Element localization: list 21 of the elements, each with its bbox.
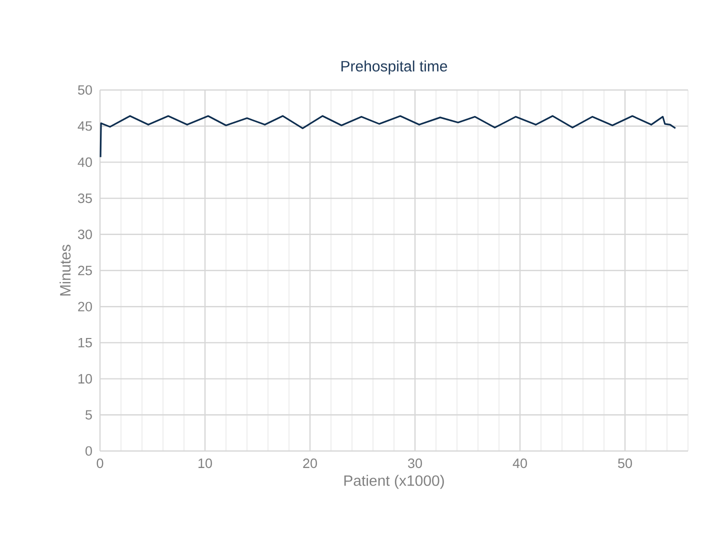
y-tick-label: 5: [86, 410, 92, 420]
chart-title: Prehospital time: [341, 60, 448, 74]
x-tick-label: 50: [618, 458, 632, 468]
y-axis-title: Minutes: [60, 244, 71, 296]
x-axis-title: Patient (x1000): [344, 474, 444, 489]
y-tick-label: 20: [78, 302, 92, 312]
y-tick-label: 40: [78, 157, 92, 167]
y-tick-label: 10: [78, 374, 92, 384]
x-tick-label: 40: [512, 458, 527, 468]
x-tick-label: 0: [96, 458, 104, 468]
y-tick-label: 50: [78, 85, 92, 95]
y-tick-label: 0: [86, 446, 92, 456]
y-tick-label: 35: [78, 194, 92, 204]
line-series: [100, 115, 676, 158]
y-tick-label: 15: [78, 338, 92, 348]
x-tick-label: 20: [303, 458, 317, 468]
y-tick-label: 45: [78, 121, 92, 131]
y-tick-label: 25: [78, 266, 92, 276]
y-tick-label: 30: [78, 230, 92, 240]
x-tick-label: 30: [408, 458, 422, 468]
x-tick-label: 10: [198, 458, 212, 468]
